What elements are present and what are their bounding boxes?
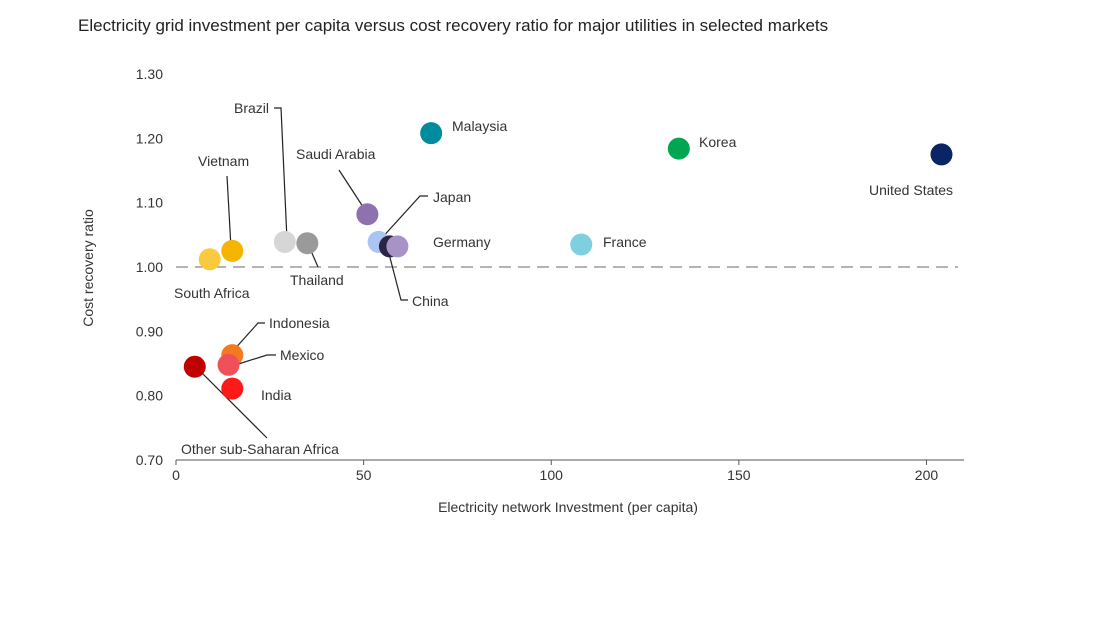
leader-brazil bbox=[274, 107, 288, 241]
point-labels: Malaysia Korea United States Saudi Arabia Ja… bbox=[174, 100, 953, 457]
leader-indonesia bbox=[231, 322, 265, 353]
data-points bbox=[183, 122, 953, 400]
y-tick-label: 0.80 bbox=[136, 388, 163, 404]
x-tick-label: 50 bbox=[356, 467, 372, 483]
label-saudi-arabia: Saudi Arabia bbox=[296, 146, 376, 162]
point-vietnam bbox=[221, 239, 244, 262]
leader-vietnam bbox=[226, 175, 232, 249]
point-united-states bbox=[930, 143, 953, 166]
label-thailand: Thailand bbox=[290, 272, 344, 288]
label-south-africa: South Africa bbox=[174, 285, 250, 301]
point-south-africa bbox=[198, 248, 221, 271]
x-axis-label: Electricity network Investment (per capi… bbox=[438, 499, 698, 515]
x-tick-label: 200 bbox=[915, 467, 939, 483]
y-tick-label: 1.30 bbox=[136, 66, 163, 82]
leader-other-sub-saharan-africa bbox=[197, 368, 268, 439]
label-france: France bbox=[603, 234, 647, 250]
label-korea: Korea bbox=[699, 134, 737, 150]
y-tick-label: 1.10 bbox=[136, 195, 163, 211]
label-germany: Germany bbox=[433, 234, 491, 250]
point-india bbox=[221, 377, 244, 400]
label-china: China bbox=[412, 293, 449, 309]
point-thailand bbox=[296, 232, 319, 255]
y-tick-label: 1.20 bbox=[136, 130, 163, 146]
x-tick-label: 150 bbox=[727, 467, 751, 483]
point-malaysia bbox=[420, 122, 443, 145]
point-mexico bbox=[217, 353, 240, 376]
label-other-sub-saharan-africa: Other sub-Saharan Africa bbox=[181, 441, 339, 457]
label-malaysia: Malaysia bbox=[452, 118, 507, 134]
leader-japan bbox=[379, 195, 428, 241]
label-united-states: United States bbox=[869, 182, 953, 198]
label-japan: Japan bbox=[433, 189, 471, 205]
label-indonesia: Indonesia bbox=[269, 315, 330, 331]
label-brazil: Brazil bbox=[234, 100, 269, 116]
label-india: India bbox=[261, 387, 292, 403]
point-germany bbox=[386, 235, 409, 258]
point-brazil bbox=[273, 230, 296, 253]
x-tick-label: 100 bbox=[540, 467, 564, 483]
leader-mexico bbox=[231, 354, 276, 367]
point-france bbox=[570, 233, 593, 256]
axes: 0 50 100 150 200 0.70 0.80 0.90 1.00 1.10 1.20 1.30… bbox=[80, 66, 964, 515]
point-other-sub-saharan-africa bbox=[183, 355, 206, 378]
chart-title: Electricity grid investment per capita v… bbox=[78, 16, 829, 35]
point-korea bbox=[667, 137, 690, 160]
point-saudi-arabia bbox=[356, 203, 379, 226]
y-tick-label: 1.00 bbox=[136, 259, 163, 275]
y-tick-label: 0.70 bbox=[136, 452, 163, 468]
leader-lines bbox=[197, 107, 428, 439]
y-tick-label: 0.90 bbox=[136, 323, 163, 339]
x-tick-label: 0 bbox=[172, 467, 180, 483]
y-axis-label: Cost recovery ratio bbox=[80, 209, 96, 327]
label-vietnam: Vietnam bbox=[198, 153, 249, 169]
leader-china bbox=[386, 245, 408, 301]
label-mexico: Mexico bbox=[280, 347, 325, 363]
